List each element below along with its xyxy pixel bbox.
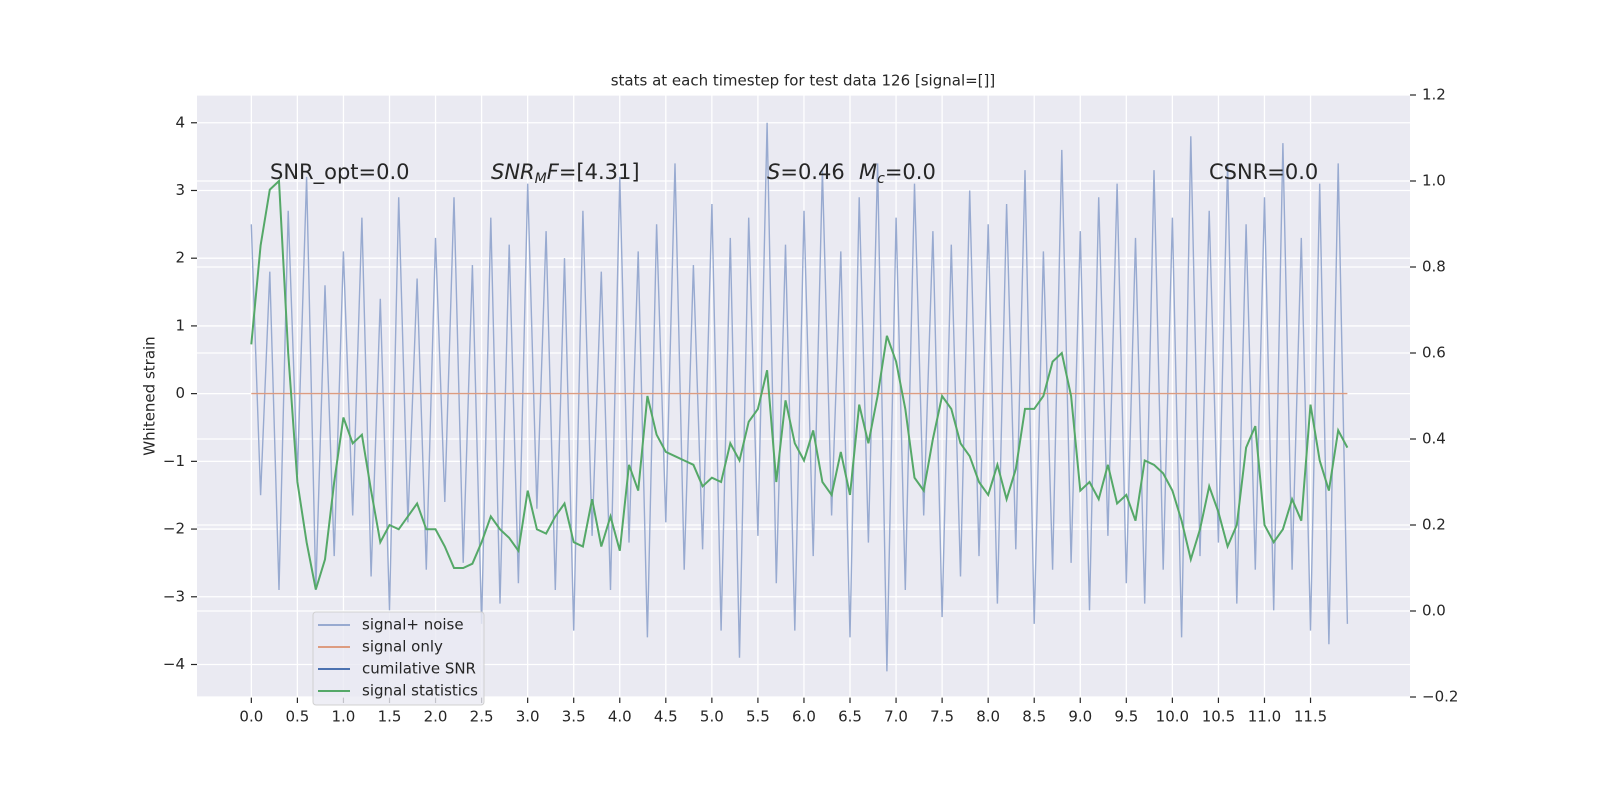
y-tick-label: −4: [163, 655, 185, 673]
x-tick-label: 5.5: [746, 708, 770, 726]
annotation-part: S: [767, 160, 780, 184]
y-tick-label: 2: [175, 249, 185, 267]
x-tick-label: 1.5: [378, 708, 402, 726]
y2-tick-label: 1.2: [1422, 86, 1446, 104]
annotation-part: =[4.31]: [559, 160, 640, 184]
annotation: Mc=0.0: [859, 160, 936, 187]
y-axis-label: Whitened strain: [141, 336, 159, 455]
x-tick-label: 9.5: [1114, 708, 1138, 726]
annotation-part: c: [877, 171, 885, 187]
x-tick-label: 4.0: [608, 708, 632, 726]
x-tick-label: 6.5: [838, 708, 862, 726]
y2-tick-label: 0.6: [1422, 344, 1446, 362]
series-line: [250, 122, 1349, 672]
annotation: SNRMF=[4.31]: [491, 160, 640, 187]
x-tick-label: 10.5: [1202, 708, 1235, 726]
annotation-part: F: [547, 160, 560, 184]
y-tick-label: −1: [163, 452, 185, 470]
x-tick-label: 10.0: [1156, 708, 1189, 726]
series-line: [250, 178, 1349, 590]
x-tick-label: 0.5: [285, 708, 309, 726]
y-tick-label: 3: [175, 181, 185, 199]
annotation-part: CSNR=0.0: [1209, 160, 1318, 184]
x-tick-label: 11.0: [1248, 708, 1281, 726]
x-tick-label: 4.5: [654, 708, 678, 726]
annotation: SNR_opt=0.0: [270, 160, 410, 185]
annotation: CSNR=0.0: [1209, 160, 1318, 184]
x-tick-label: 2.5: [470, 708, 494, 726]
y2-tick-label: 0.8: [1422, 258, 1446, 276]
y-tick-label: 1: [175, 316, 185, 334]
x-tick-label: 7.5: [930, 708, 954, 726]
annotation-part: =0.46: [780, 160, 844, 184]
y2-tick-label: 1.0: [1422, 172, 1446, 190]
annotation-part: =0.0: [885, 160, 936, 184]
legend-label: signal+ noise: [362, 616, 464, 634]
x-tick-label: 7.0: [884, 708, 908, 726]
chart-title: stats at each timestep for test data 126…: [611, 72, 996, 90]
x-tick-label: 11.5: [1294, 708, 1327, 726]
y2-tick-label: 0.0: [1422, 602, 1446, 620]
y2-tick-label: −0.2: [1422, 688, 1458, 706]
annotation: S=0.46: [767, 160, 845, 184]
x-tick-label: 1.0: [332, 708, 356, 726]
legend-label: cumilative SNR: [362, 660, 476, 678]
y2-tick-label: 0.2: [1422, 516, 1446, 534]
x-tick-label: 6.0: [792, 708, 816, 726]
y-tick-label: −3: [163, 587, 185, 605]
x-tick-label: 3.0: [516, 708, 540, 726]
annotation-part: M: [859, 160, 877, 184]
annotation-part: SNR_opt=0.0: [270, 160, 410, 185]
x-tick-label: 5.0: [700, 708, 724, 726]
annotation-part: M: [535, 171, 547, 187]
y-tick-label: 0: [175, 384, 185, 402]
x-tick-label: 8.0: [976, 708, 1000, 726]
legend-box: [312, 611, 485, 706]
legend-label: signal only: [362, 638, 443, 656]
x-tick-label: 3.5: [562, 708, 586, 726]
y-tick-label: 4: [175, 113, 185, 131]
legend-label: signal statistics: [362, 682, 478, 700]
x-tick-label: 2.0: [424, 708, 448, 726]
y-tick-label: −2: [163, 520, 185, 538]
y2-tick-label: 0.4: [1422, 430, 1446, 448]
x-tick-label: 8.5: [1022, 708, 1046, 726]
x-tick-label: 9.0: [1068, 708, 1092, 726]
x-tick-label: 0.0: [239, 708, 263, 726]
annotation-part: SNR: [491, 160, 535, 184]
